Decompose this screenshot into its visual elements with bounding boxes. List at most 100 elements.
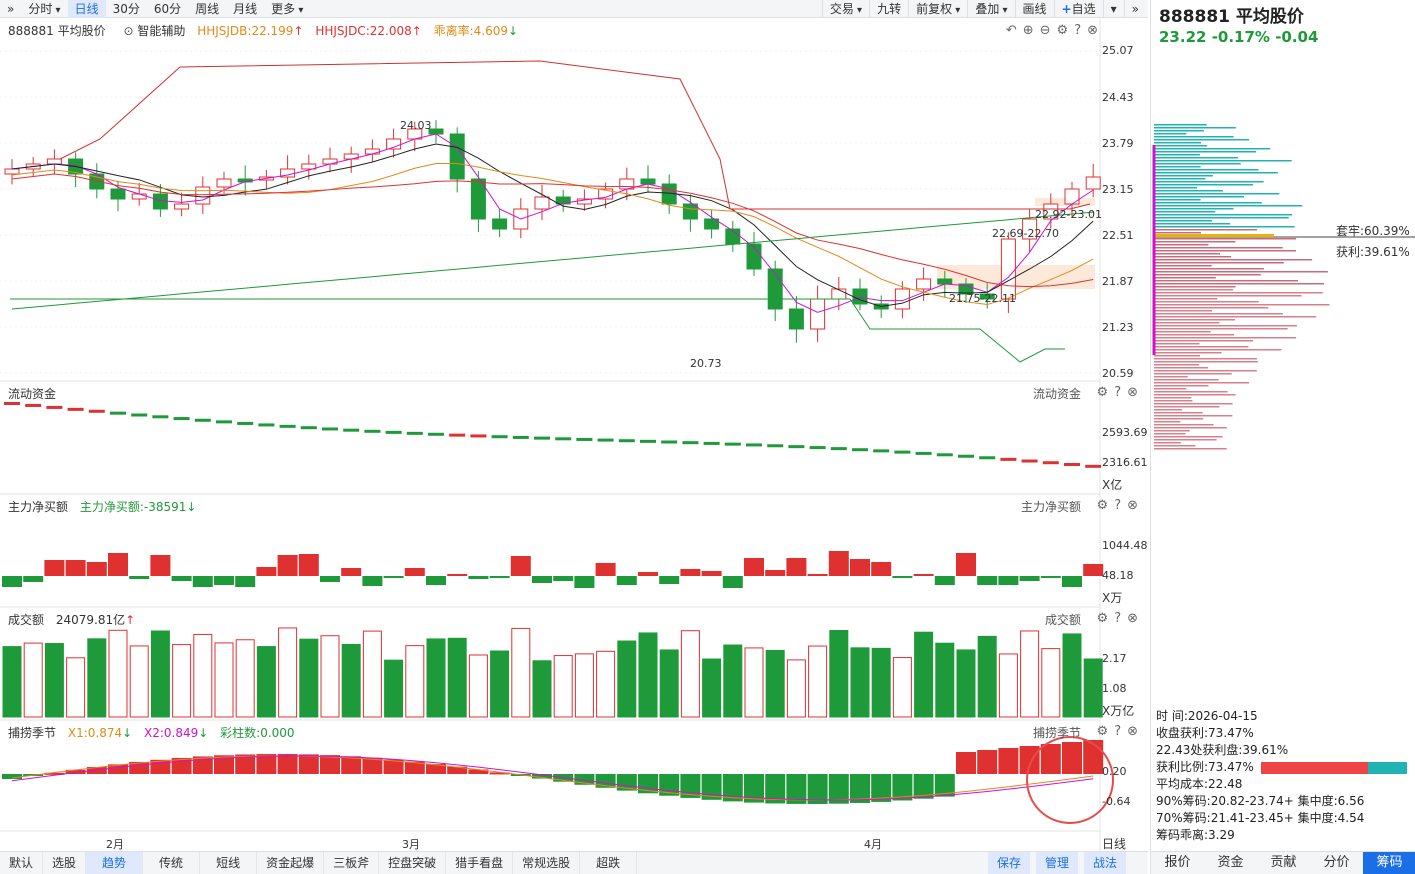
assist-toggle[interactable]: ⊙ 智能辅助 (123, 24, 186, 38)
tactics-button[interactable]: 战法 (1083, 852, 1126, 874)
kline-chart-canvas[interactable] (0, 19, 1148, 851)
strategy-regular[interactable]: 常规选股 (513, 852, 581, 874)
netbuy-bar (574, 576, 595, 588)
tab-monthly[interactable]: 月线 (233, 1, 258, 16)
dropdown-icon[interactable]: ▾ (1102, 0, 1124, 18)
y-tick: 25.07 (1102, 44, 1134, 57)
strategy-select[interactable]: 选股 (43, 852, 87, 874)
help-icon[interactable]: ? (1114, 385, 1122, 400)
season-panel-label: 捕捞季节 (1033, 726, 1082, 740)
volume-bar (44, 643, 64, 718)
chip-bar (1154, 178, 1206, 180)
help-icon[interactable]: ? (1114, 498, 1122, 513)
chip-bar (1154, 448, 1227, 450)
season-x2-line (11, 755, 1094, 801)
chip-bar (1154, 391, 1228, 393)
chip-bar (1154, 133, 1187, 135)
tab-price-dist[interactable]: 分价 (1323, 855, 1350, 870)
overlay-button[interactable]: 叠加 (967, 0, 1014, 18)
tab-30min[interactable]: 30分 (112, 1, 140, 16)
season-bar (532, 774, 552, 779)
volume-bar (680, 630, 700, 718)
chip-bar (1154, 364, 1200, 366)
help-icon[interactable]: ? (1114, 611, 1122, 626)
tab-fenshi[interactable]: 分时 (21, 0, 67, 18)
netbuy-bar (426, 576, 446, 585)
draw-button[interactable]: 画线 (1014, 0, 1054, 18)
chip-bar (1154, 130, 1204, 132)
volume-bar (108, 629, 128, 718)
zoom-in-icon[interactable]: ⊕ (1022, 23, 1034, 38)
help-icon[interactable]: ? (1074, 23, 1082, 38)
season-bar (913, 774, 934, 799)
chip-bar (1154, 424, 1214, 426)
tab-60min[interactable]: 60分 (153, 1, 182, 16)
jiuzhuan-button[interactable]: 九转 (869, 0, 908, 18)
chip-bar (1154, 244, 1209, 246)
chip-bar (1154, 259, 1313, 261)
watchlist-button[interactable]: +自选 (1053, 0, 1103, 18)
trade-button[interactable]: 交易 (821, 0, 869, 18)
chip-bar (1154, 172, 1278, 174)
expand-icon[interactable]: » (1123, 0, 1146, 18)
strategy-capital[interactable]: 资金起爆 (257, 852, 325, 874)
chart-area: 888881 平均股价 ⊙ 智能辅助 HHJSJDB:22.199↑ HHJSJ… (0, 19, 1148, 851)
settings-icon[interactable]: ⚙ (1096, 498, 1109, 513)
strategy-three-axe[interactable]: 三板斧 (324, 852, 380, 874)
manage-button[interactable]: 管理 (1035, 852, 1078, 874)
strategy-trend[interactable]: 趋势 (86, 852, 144, 874)
strategy-traditional[interactable]: 传统 (143, 852, 201, 874)
close-icon[interactable]: ⊗ (1127, 498, 1138, 513)
save-button[interactable]: 保存 (987, 852, 1030, 874)
settings-icon[interactable]: ⚙ (1096, 611, 1109, 626)
liquidity-mark (46, 405, 63, 409)
settings-icon[interactable]: ⚙ (1096, 385, 1109, 400)
tab-funds[interactable]: 资金 (1217, 855, 1244, 870)
liquidity-mark (258, 423, 275, 427)
volume-bar (490, 650, 510, 718)
netbuy-bar (744, 558, 764, 576)
undo-icon[interactable]: ↶ (1005, 23, 1017, 38)
liquidity-mark (724, 442, 741, 446)
tab-weekly[interactable]: 周线 (195, 1, 220, 16)
collapse-icon[interactable]: » (7, 1, 15, 16)
chip-bar (1154, 124, 1207, 126)
strategy-breakout[interactable]: 控盘突破 (379, 852, 447, 874)
strategy-hunter[interactable]: 猎手看盘 (446, 852, 514, 874)
tab-chips[interactable]: 筹码 (1363, 852, 1415, 874)
strategy-oversold[interactable]: 超跌 (580, 852, 638, 874)
tab-quote[interactable]: 报价 (1164, 855, 1191, 870)
amount-value: 24079.81亿↑ (55, 613, 136, 627)
tab-daily[interactable]: 日线 (67, 0, 106, 18)
tab-contribution[interactable]: 贡献 (1270, 855, 1297, 870)
adjust-button[interactable]: 前复权 (908, 0, 967, 18)
chip-bar (1154, 352, 1222, 354)
close-icon[interactable]: ⊗ (1127, 611, 1138, 626)
netbuy-bar (1019, 576, 1040, 581)
chip-bar (1154, 127, 1236, 129)
chip-bar (1154, 283, 1325, 285)
close-icon[interactable]: ⊗ (1127, 385, 1138, 400)
candle-body (449, 133, 465, 180)
chip-bar (1154, 295, 1302, 297)
help-icon[interactable]: ? (1114, 724, 1122, 739)
ma60-line (11, 211, 1094, 310)
liquidity-mark (1042, 461, 1059, 465)
settings-icon[interactable]: ⚙ (1056, 23, 1069, 38)
close-icon[interactable]: ⊗ (1087, 23, 1098, 38)
chip-bar (1154, 382, 1249, 384)
candle-body (131, 193, 147, 200)
volume-bar (341, 643, 361, 718)
chip-bar (1154, 280, 1299, 282)
strategy-short[interactable]: 短线 (200, 852, 258, 874)
strategy-default[interactable]: 默认 (0, 852, 44, 874)
liquidity-mark (110, 411, 126, 415)
zoom-out-icon[interactable]: ⊖ (1039, 23, 1051, 38)
netbuy-bar (362, 576, 383, 586)
zone-label: 22.92-23.01 (1035, 208, 1102, 221)
close-icon[interactable]: ⊗ (1127, 724, 1138, 739)
tab-more[interactable]: 更多 (264, 0, 310, 18)
volume-bar (193, 633, 213, 718)
settings-icon[interactable]: ⚙ (1096, 724, 1109, 739)
liquidity-mark (428, 432, 444, 436)
